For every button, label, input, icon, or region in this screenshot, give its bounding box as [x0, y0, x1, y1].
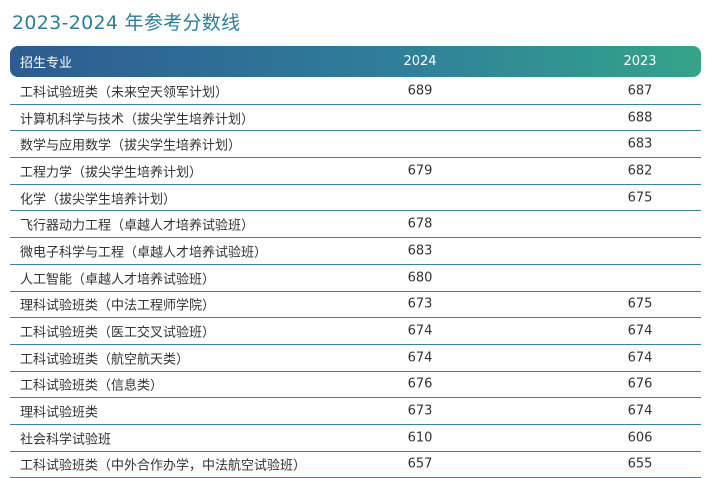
table-row: 数学与应用数学（拔尖学生培养计划） 683	[10, 131, 701, 159]
table-row: 社会科学试验班 610 606	[10, 425, 701, 452]
cell-2023: 676	[627, 376, 653, 392]
cell-2023: 674	[627, 350, 653, 366]
cell-major: 工科试验班类（医工交叉试验班）	[20, 325, 216, 341]
cell-major: 理科试验班类	[20, 405, 99, 421]
table-row: 人工智能（卓越人才培养试验班） 680	[10, 265, 701, 292]
cell-major: 微电子科学与工程（卓越人才培养试验班）	[20, 245, 268, 261]
cell-2024: 673	[407, 296, 433, 312]
cell-major: 飞行器动力工程（卓越人才培养试验班）	[20, 218, 255, 234]
cell-major: 化学（拔尖学生培养计划）	[20, 192, 177, 208]
cell-2024: 674	[407, 323, 433, 339]
cell-2023: 683	[627, 136, 653, 152]
cell-major: 工程力学（拔尖学生培养计划）	[20, 165, 203, 181]
table-row: 工科试验班类（中外合作办学，中法航空试验班） 657 655	[10, 452, 701, 478]
header-2023: 2023	[623, 54, 657, 69]
cell-2023: 688	[627, 110, 653, 126]
cell-2023: 674	[627, 403, 653, 419]
table-row: 化学（拔尖学生培养计划） 675	[10, 185, 701, 212]
table-row: 工科试验班类（医工交叉试验班） 674 674	[10, 318, 701, 345]
cell-2024: 683	[407, 243, 433, 259]
cell-2023: 675	[627, 296, 653, 312]
cell-2024: 673	[407, 403, 433, 419]
cell-2023: 682	[627, 163, 653, 179]
cell-major: 工科试验班类（中外合作办学，中法航空试验班）	[20, 458, 307, 474]
cell-major: 工科试验班类（信息类）	[20, 378, 164, 394]
cell-2023: 606	[627, 430, 653, 446]
header-major: 招生专业	[20, 56, 73, 71]
cell-major: 数学与应用数学（拔尖学生培养计划）	[20, 138, 242, 154]
cell-2023: 687	[627, 83, 653, 99]
cell-2023: 675	[627, 190, 653, 206]
cell-2024: 680	[407, 270, 433, 286]
header-2024: 2024	[403, 54, 437, 69]
cell-2023: 655	[627, 456, 653, 472]
cell-2024: 676	[407, 376, 433, 392]
table-row: 工科试验班类（未来空天领军计划） 689 687	[10, 78, 701, 105]
table-row: 飞行器动力工程（卓越人才培养试验班） 678	[10, 211, 701, 239]
cell-2024: 610	[407, 430, 433, 446]
table-body: 工科试验班类（未来空天领军计划） 689 687 计算机科学与技术（拔尖学生培养计划）…	[10, 78, 701, 478]
cell-2024: 679	[407, 163, 433, 179]
table-row: 工程力学（拔尖学生培养计划） 679 682	[10, 158, 701, 185]
table-row: 工科试验班类（航空航天类） 674 674	[10, 345, 701, 372]
table-row: 微电子科学与工程（卓越人才培养试验班） 683	[10, 238, 701, 265]
cell-major: 计算机科学与技术（拔尖学生培养计划）	[20, 112, 255, 128]
cell-major: 工科试验班类（未来空天领军计划）	[20, 85, 229, 101]
table-row: 理科试验班类（中法工程师学院） 673 675	[10, 292, 701, 319]
table-row: 工科试验班类（信息类） 676 676	[10, 372, 701, 399]
cell-2024: 674	[407, 350, 433, 366]
page-title: 2023-2024 年参考分数线	[12, 12, 241, 34]
table-header: 招生专业 2024 2023	[10, 46, 701, 77]
score-table: 招生专业 2024 2023 工科试验班类（未来空天领军计划） 689 687 计算机…	[10, 46, 701, 478]
cell-major: 工科试验班类（航空航天类）	[20, 352, 190, 368]
cell-2024: 678	[407, 216, 433, 232]
cell-major: 人工智能（卓越人才培养试验班）	[20, 272, 216, 288]
cell-2024: 657	[407, 456, 433, 472]
cell-2023: 674	[627, 323, 653, 339]
cell-major: 理科试验班类（中法工程师学院）	[20, 298, 216, 314]
table-row: 理科试验班类 673 674	[10, 398, 701, 425]
cell-major: 社会科学试验班	[20, 432, 112, 448]
cell-2024: 689	[407, 83, 433, 99]
table-row: 计算机科学与技术（拔尖学生培养计划） 688	[10, 105, 701, 132]
